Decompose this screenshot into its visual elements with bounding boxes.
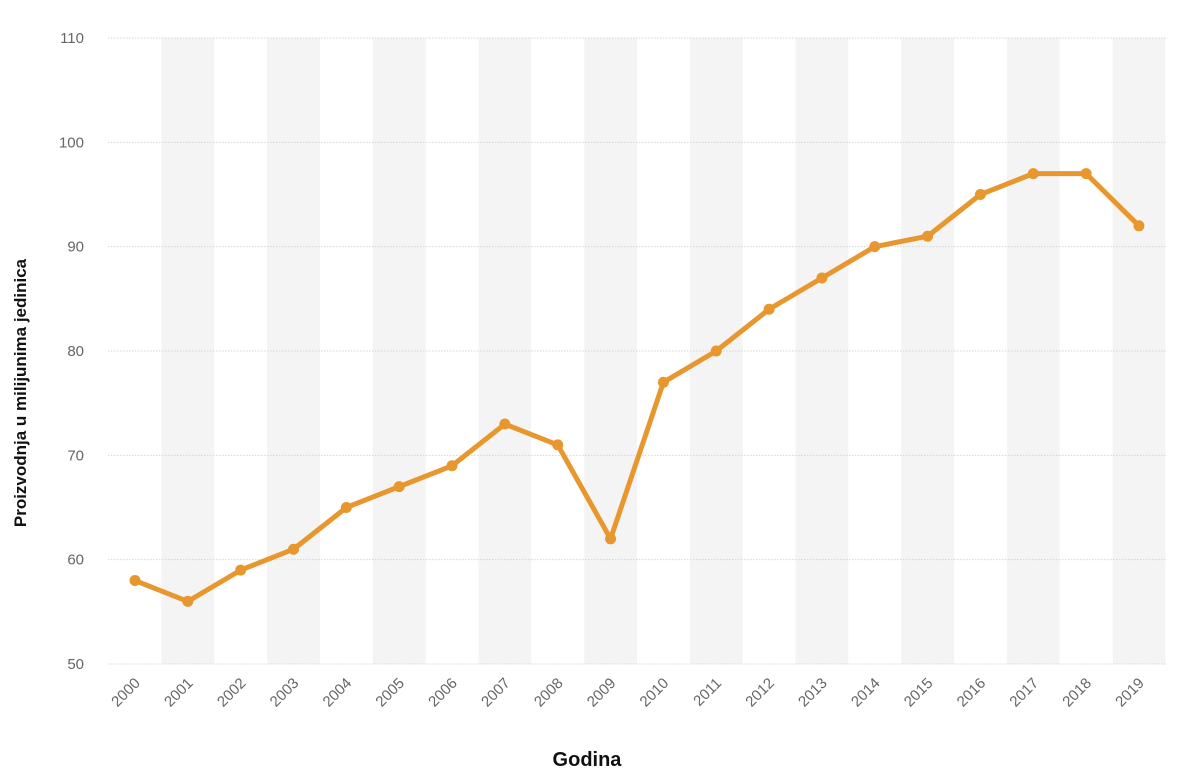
- x-tick-label-2010: 2010: [637, 675, 673, 711]
- x-tick-label-2007: 2007: [478, 675, 514, 711]
- x-tick-label-2011: 2011: [690, 675, 725, 710]
- y-tick-label-90: 90: [67, 239, 84, 256]
- y-tick-label-70: 70: [67, 447, 84, 464]
- x-tick-label-2001: 2001: [161, 675, 197, 711]
- data-point-2018: [1080, 168, 1092, 180]
- x-tick-label-2013: 2013: [795, 675, 831, 711]
- data-point-2019: [1133, 220, 1145, 232]
- x-tick-label-2006: 2006: [425, 675, 461, 711]
- data-point-2007: [499, 418, 511, 430]
- y-tick-label-100: 100: [59, 134, 84, 151]
- series-line: [132, 171, 1142, 604]
- y-tick-label-110: 110: [60, 30, 84, 47]
- x-tick-label-2009: 2009: [584, 675, 620, 711]
- x-tick-label-2002: 2002: [214, 675, 250, 711]
- x-axis-title: Godina: [553, 749, 623, 769]
- data-point-2004: [340, 502, 352, 513]
- data-point-2000: [129, 575, 141, 587]
- data-point-2009: [605, 533, 617, 545]
- x-tick-label-2008: 2008: [531, 675, 567, 711]
- series-layer: [129, 168, 1145, 607]
- x-tick-label-2012: 2012: [742, 675, 778, 711]
- y-axis-ticks: 50 60 70 80 90 100 110: [59, 30, 84, 673]
- data-point-2006: [446, 460, 458, 472]
- data-point-2017: [1027, 168, 1039, 180]
- x-tick-label-2014: 2014: [848, 675, 884, 711]
- column-band-2019: [1112, 38, 1166, 664]
- x-tick-label-2018: 2018: [1059, 675, 1095, 711]
- data-point-2001: [182, 595, 194, 607]
- data-point-2013: [816, 272, 828, 284]
- data-point-2002: [235, 564, 247, 576]
- x-tick-label-2005: 2005: [372, 675, 408, 711]
- x-tick-label-2004: 2004: [320, 675, 356, 711]
- data-point-2008: [552, 439, 564, 451]
- x-tick-label-2015: 2015: [901, 675, 937, 711]
- data-point-2014: [869, 241, 881, 253]
- y-axis-title: Proizvodnja u milijunima jedinica: [11, 258, 30, 527]
- x-tick-label-2003: 2003: [267, 675, 303, 711]
- x-tick-label-2016: 2016: [954, 675, 990, 711]
- x-axis-ticks: 2000 2001 2002 2003 2004 2005 2006 2007 2008 2009…: [108, 675, 1148, 711]
- data-point-2012: [763, 303, 775, 315]
- data-point-2015: [922, 230, 934, 242]
- data-point-2010: [657, 376, 669, 388]
- data-point-2011: [710, 345, 722, 357]
- data-point-2005: [393, 481, 405, 493]
- y-tick-label-60: 60: [67, 552, 84, 569]
- y-tick-label-50: 50: [67, 656, 84, 673]
- x-tick-label-2017: 2017: [1006, 675, 1042, 711]
- x-tick-label-2000: 2000: [108, 675, 144, 711]
- y-tick-label-80: 80: [67, 343, 84, 360]
- column-band-2003: [267, 38, 320, 664]
- data-point-2016: [974, 189, 986, 200]
- data-point-2003: [288, 543, 300, 555]
- x-tick-label-2019: 2019: [1112, 675, 1148, 711]
